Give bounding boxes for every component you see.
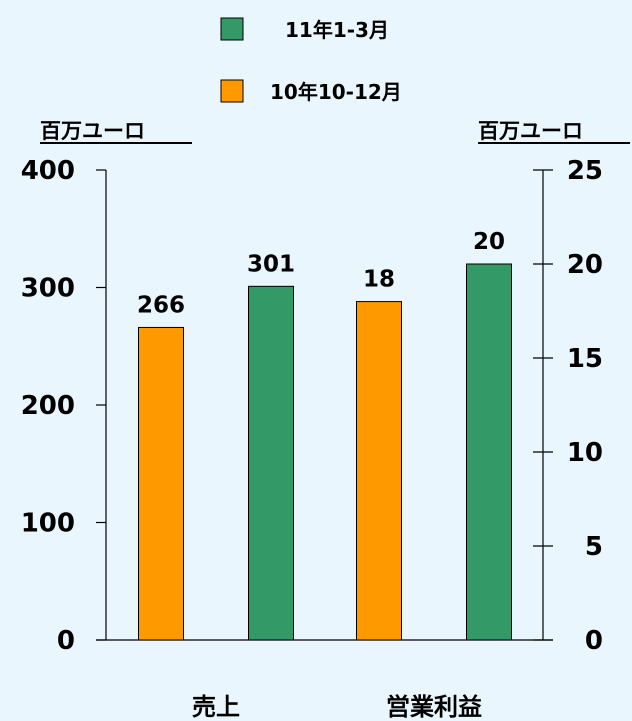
bar: [248, 285, 294, 641]
left-axis-tick-label: 0: [57, 626, 75, 656]
legend-swatch: [220, 79, 244, 103]
legend: 11年1-3月 10年10-12月: [220, 17, 402, 104]
left-axis-ticks: 0 100 200 300 400: [21, 156, 106, 656]
legend-label: 11年1-3月: [285, 18, 389, 42]
bar: [466, 263, 512, 641]
bar: [138, 326, 184, 641]
bar-value-label: 266: [137, 292, 185, 318]
category-labels: 売上 営業利益: [192, 693, 482, 721]
right-axis-tick-label: 25: [567, 156, 603, 186]
bar: [356, 301, 402, 641]
right-axis-tick-label: 15: [567, 344, 603, 374]
bars: 266 301 18 20: [137, 229, 512, 641]
left-axis-tick-label: 100: [21, 509, 75, 539]
category-label: 営業利益: [386, 693, 482, 721]
right-axis-tick-label: 20: [567, 250, 603, 280]
right-axis-tick-label: 5: [585, 532, 603, 562]
left-axis-tick-label: 400: [21, 156, 75, 186]
category-label: 売上: [192, 693, 240, 721]
right-axis-unit-label: 百万ユーロ: [478, 119, 583, 143]
right-axis-ticks: 0 5 10 15 20 25: [533, 156, 603, 656]
right-axis-tick-label: 10: [567, 438, 603, 468]
legend-label: 10年10-12月: [270, 80, 402, 104]
left-axis-tick-label: 200: [21, 391, 75, 421]
legend-swatch: [220, 17, 244, 41]
bar-value-label: 18: [363, 267, 395, 293]
right-axis-tick-label: 0: [585, 626, 603, 656]
bar-value-label: 301: [247, 251, 295, 277]
left-axis-unit-label: 百万ユーロ: [40, 119, 145, 143]
left-axis-tick-label: 300: [21, 274, 75, 304]
bar-value-label: 20: [473, 229, 505, 255]
